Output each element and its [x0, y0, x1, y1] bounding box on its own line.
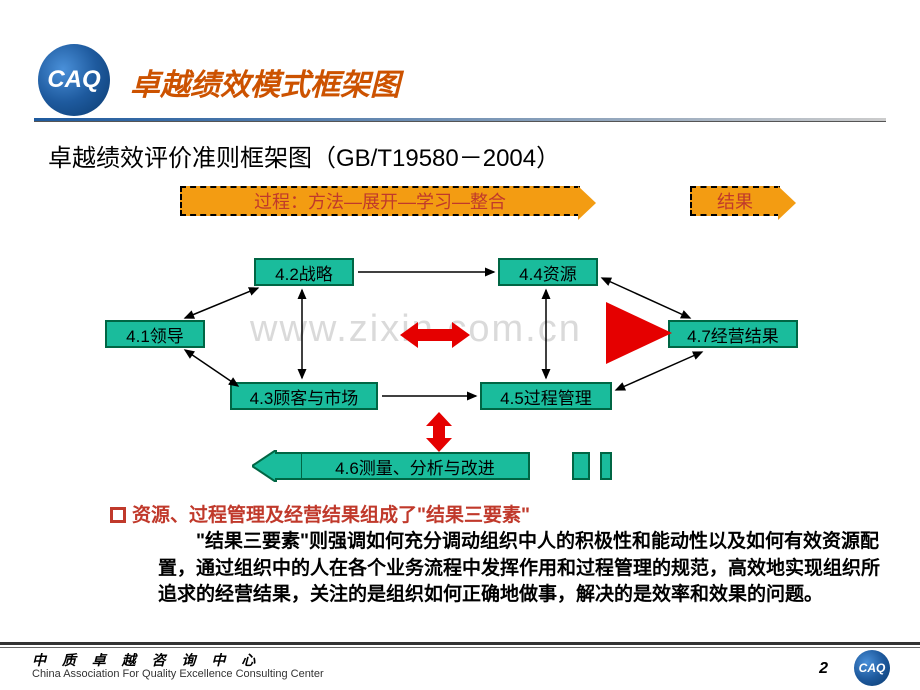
- bullet-icon: [110, 507, 126, 523]
- footer-org-en: China Association For Quality Excellence…: [32, 668, 324, 680]
- arrow-green-left-icon: [252, 450, 302, 482]
- green-block-1: [572, 452, 590, 480]
- title-underline: [34, 118, 886, 122]
- footer-org-cn: 中 质 卓 越 咨 询 中 心: [32, 650, 261, 670]
- arrow-red-big-icon: [606, 302, 672, 364]
- node-45-process: 4.5过程管理: [480, 382, 612, 410]
- node-46-measure: 4.6测量、分析与改进: [300, 452, 530, 480]
- slide: CAQ 卓越绩效模式框架图 卓越绩效评价准则框架图（GB/T19580－2004…: [0, 0, 920, 690]
- node-43-customer: 4.3顾客与市场: [230, 382, 378, 410]
- banner-process: 过程：方法—展开—学习—整合: [180, 186, 580, 216]
- arrow-red-vertical-icon: [426, 412, 452, 452]
- page-number: 2: [819, 660, 828, 678]
- banner-result: 结果: [690, 186, 780, 216]
- footnote-header-text: 资源、过程管理及经营结果组成了"结果三要素": [132, 505, 530, 526]
- footnote-body: "结果三要素"则强调如何充分调动组织中人的积极性和能动性以及如何有效资源配置，通…: [110, 529, 880, 609]
- node-42-strategy: 4.2战略: [254, 258, 354, 286]
- subtitle: 卓越绩效评价准则框架图（GB/T19580－2004）: [48, 138, 560, 173]
- footer-logo: CAQ: [854, 650, 890, 686]
- page-title: 卓越绩效模式框架图: [130, 60, 400, 104]
- footer-line: [0, 642, 920, 645]
- node-41-leadership: 4.1领导: [105, 320, 205, 348]
- footnote: 资源、过程管理及经营结果组成了"结果三要素" "结果三要素"则强调如何充分调动组…: [110, 500, 880, 609]
- node-47-result: 4.7经营结果: [668, 320, 798, 348]
- footnote-header: 资源、过程管理及经营结果组成了"结果三要素": [110, 500, 880, 527]
- footer: 中 质 卓 越 咨 询 中 心 China Association For Qu…: [0, 642, 920, 690]
- node-44-resource: 4.4资源: [498, 258, 598, 286]
- caq-logo-small-icon: CAQ: [854, 650, 890, 686]
- header: CAQ 卓越绩效模式框架图: [0, 0, 920, 120]
- arrow-red-horizontal-icon: [400, 322, 470, 348]
- caq-logo-icon: CAQ: [38, 44, 110, 116]
- logo-top: CAQ: [38, 44, 110, 116]
- green-block-2: [600, 452, 612, 480]
- footer-line2: [0, 647, 920, 648]
